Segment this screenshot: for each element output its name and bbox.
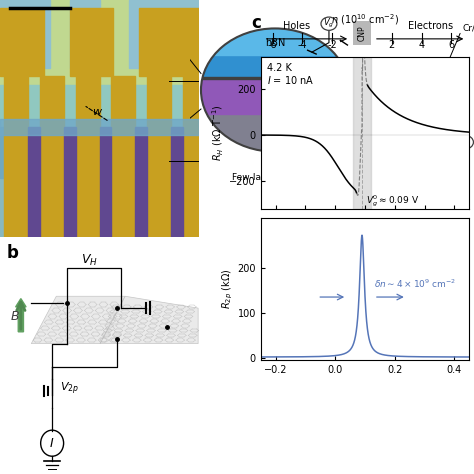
Text: b: b [6,244,18,262]
Text: 4: 4 [419,40,425,50]
Bar [201,55,349,78]
Bar [183,76,207,237]
Bar [355,100,468,126]
Bar [70,0,100,68]
Bar [111,76,136,237]
Circle shape [321,17,337,30]
Bar [0,85,199,152]
Text: Few-layer graphite: Few-layer graphite [232,173,318,182]
Text: $V_{2p}$: $V_{2p}$ [61,381,80,397]
Bar [4,76,28,237]
Text: 4.2 K: 4.2 K [267,63,292,73]
FancyArrow shape [16,299,26,332]
Text: $I$ = 10 nA: $I$ = 10 nA [267,74,314,86]
Text: $B$: $B$ [10,310,20,323]
Y-axis label: $R_{2p}$ (k$\Omega$): $R_{2p}$ (k$\Omega$) [220,269,235,310]
Bar [355,73,468,83]
Text: $V_g^0 \approx 0.09$ V: $V_g^0 \approx 0.09$ V [366,194,419,210]
Text: -6: -6 [268,40,277,50]
Text: $\delta n \sim 4 \times 10^9$ cm$^{-2}$: $\delta n \sim 4 \times 10^9$ cm$^{-2}$ [374,278,456,290]
Text: Electrons: Electrons [408,21,453,31]
Bar [355,83,468,95]
Bar [353,57,371,209]
Polygon shape [100,296,198,344]
Text: $I$: $I$ [49,437,55,450]
Text: Cr/Au: Cr/Au [463,24,474,33]
Text: 6: 6 [448,40,455,50]
Bar [202,77,348,79]
Text: -2: -2 [328,40,337,50]
Bar [171,127,183,237]
Bar [76,76,100,237]
Text: $V_g$: $V_g$ [323,17,335,30]
Bar [136,127,147,237]
Text: Holes: Holes [283,21,310,31]
Circle shape [457,136,474,149]
Bar [0,118,199,136]
Polygon shape [31,296,125,344]
Text: hBN: hBN [265,63,285,73]
Bar [0,9,44,76]
Bar [201,28,349,55]
Bar [353,21,371,45]
Bar [0,0,50,68]
Text: $w$: $w$ [91,107,103,117]
Text: -4: -4 [298,40,307,50]
Text: $V_H$: $V_H$ [81,253,98,268]
Bar [201,114,349,152]
Text: hBN: hBN [265,37,285,48]
Text: CNP: CNP [357,26,366,41]
Bar [0,127,199,178]
Bar [64,127,76,237]
Bar [147,76,171,237]
Bar [100,127,111,237]
Bar [201,78,349,114]
Bar [70,9,113,76]
Bar [139,9,199,76]
Y-axis label: $R_H$ (k$\Omega$ T$^{-1}$): $R_H$ (k$\Omega$ T$^{-1}$) [211,104,227,161]
Polygon shape [397,73,457,100]
Text: $n$ (10$^{10}$ cm$^{-2}$): $n$ (10$^{10}$ cm$^{-2}$) [331,12,399,27]
Text: Si: Si [271,123,279,133]
Bar [129,0,199,68]
Bar [355,126,468,154]
Bar [28,127,40,237]
Text: 2: 2 [389,40,395,50]
Text: SiO$_2$: SiO$_2$ [264,90,286,104]
Text: $V_{Si}$: $V_{Si}$ [459,136,472,148]
Text: c: c [251,14,261,32]
Bar [0,0,199,118]
Bar [40,76,64,237]
Bar [355,95,468,100]
